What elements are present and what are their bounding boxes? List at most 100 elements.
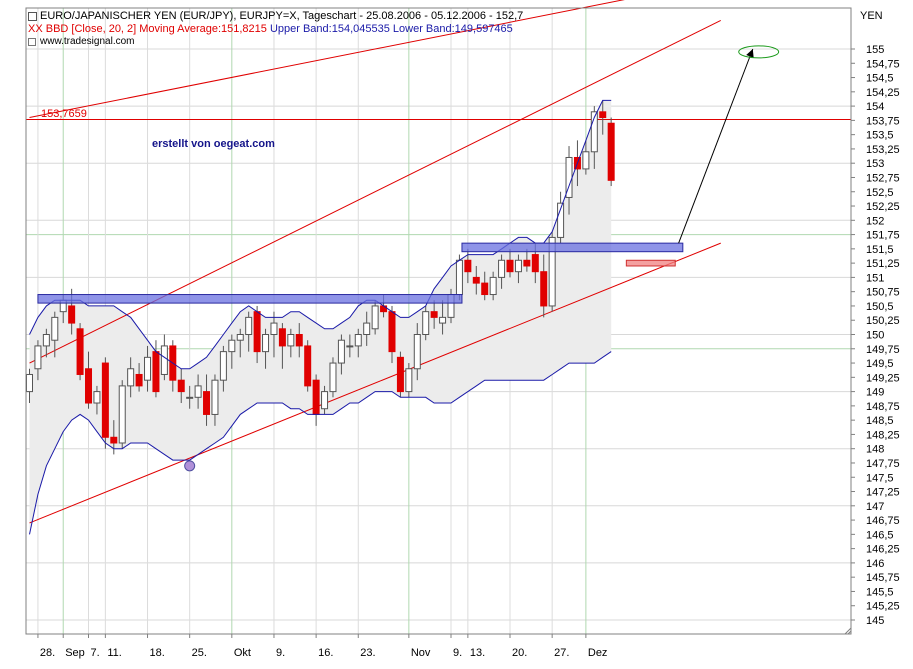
candle-body (68, 305, 76, 324)
candle (557, 191, 565, 244)
candle-body (489, 276, 497, 296)
y-tick-label: 153,5 (866, 130, 894, 142)
source-label: www.tradesignal.com (40, 36, 135, 47)
candle (144, 345, 152, 392)
candle-body (85, 368, 93, 404)
candle-body (228, 339, 236, 353)
candle-body (514, 259, 522, 273)
y-tick-label: 151 (866, 272, 884, 284)
candle-body (405, 368, 413, 393)
candle (127, 357, 135, 398)
bollinger-band-fill (29, 100, 612, 535)
candle-body (337, 339, 345, 364)
candle-body (135, 373, 143, 387)
chart-title: EURO/JAPANISCHER YEN (EUR/JPY), EURJPY=X… (40, 10, 524, 22)
candle (295, 323, 303, 358)
candle-body (93, 391, 101, 404)
candle-body (42, 334, 50, 347)
candle-body (304, 345, 312, 387)
y-tick-label: 149,25 (866, 372, 900, 384)
candle (363, 311, 371, 346)
candle (371, 300, 379, 335)
x-tick-label: 23. (360, 647, 375, 659)
annotation-box (37, 294, 463, 304)
candle (506, 248, 514, 278)
y-axis: 155 154,75 154,5 154,25 154 153,75 153,5 153,25… (851, 44, 900, 627)
candle-body (422, 311, 430, 336)
x-axis: 28. Sep 7. 11. 18. 25. Okt 9. 16. 23. Nov 9. 13. 20. 2… (37, 634, 608, 659)
candle (396, 351, 404, 398)
y-tick-label: 151,75 (866, 230, 900, 242)
y-tick-label: 150,5 (866, 301, 894, 313)
candle-body (531, 254, 539, 273)
y-tick-label: 154,25 (866, 87, 900, 99)
low-marker-icon (184, 460, 196, 472)
source-icon (28, 38, 36, 46)
y-tick-label: 149,75 (866, 344, 900, 356)
candle-body (557, 202, 565, 238)
y-tick-label: 146 (866, 558, 884, 570)
candle (34, 340, 42, 381)
candle-body (110, 436, 118, 444)
candle (51, 311, 59, 358)
candle-body (270, 322, 278, 335)
candle-body (295, 334, 303, 347)
candle-body (540, 271, 548, 307)
plot-frame (25, 7, 852, 635)
x-tick-label: Okt (234, 647, 251, 659)
y-tick-label: 152,75 (866, 172, 900, 184)
candle-body (354, 334, 362, 347)
y-tick-label: 154,75 (866, 58, 900, 70)
candle-body (203, 391, 211, 415)
candle (76, 323, 84, 381)
candle-body (599, 111, 607, 119)
indicator-name: XX BBD [Close, 20, 2] Moving Average:151… (28, 23, 267, 35)
resize-grip-icon[interactable] (844, 627, 852, 635)
y-tick-label: 149,5 (866, 358, 894, 370)
y-tick-label: 148 (866, 444, 884, 456)
candle-body (590, 111, 598, 153)
x-tick-label: 28. (40, 647, 55, 659)
candle (135, 363, 143, 392)
candle-body (118, 385, 126, 444)
candle-body (321, 391, 329, 410)
candle-body (439, 316, 447, 324)
candle-body (312, 379, 320, 415)
y-axis-unit: YEN (860, 10, 883, 22)
candle (93, 385, 101, 415)
chart-menu-icon[interactable] (28, 12, 37, 21)
candle-body (346, 345, 354, 348)
candle (186, 385, 194, 409)
candle-body (194, 385, 202, 398)
y-tick-label: 148,25 (866, 429, 900, 441)
candle-body (236, 334, 244, 341)
x-tick-label: 11. (107, 647, 121, 659)
candle (430, 300, 438, 329)
candle-body (548, 236, 556, 307)
y-tick-label: 145 (866, 615, 884, 627)
trend-line-lower (29, 242, 721, 524)
candle-body (51, 316, 59, 341)
candle (472, 265, 480, 295)
lower-band-line (29, 351, 612, 535)
y-tick-label: 148,5 (866, 415, 894, 427)
target-ellipse (738, 45, 780, 59)
x-tick-label: Dez (588, 647, 608, 659)
candle-body (76, 328, 84, 375)
candle (540, 254, 548, 318)
candle (489, 271, 497, 301)
y-tick-label: 147,25 (866, 487, 900, 499)
candle (278, 323, 286, 369)
candle-body (388, 311, 396, 353)
candle (228, 334, 236, 369)
trend-line-upper (29, 0, 625, 119)
candle-body (101, 362, 109, 438)
y-tick-label: 146,75 (866, 515, 900, 527)
candle-body (287, 334, 295, 347)
y-tick-label: 151,5 (866, 244, 894, 256)
y-tick-label: 151,25 (866, 258, 900, 270)
candle-body (34, 345, 42, 370)
candle-body (253, 311, 261, 353)
y-tick-label: 154,5 (866, 73, 894, 85)
